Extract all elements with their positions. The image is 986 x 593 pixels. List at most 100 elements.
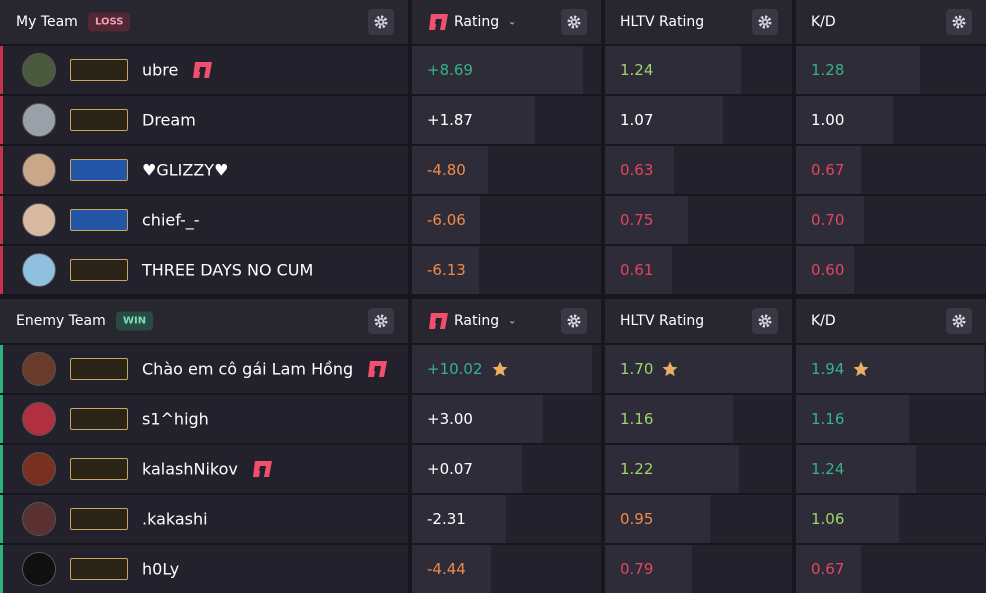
stat-cell: -6.06 [412, 196, 601, 244]
stat-cell: +8.69 [412, 46, 601, 94]
stat-cell: 0.60 [796, 246, 986, 294]
stat-bar [796, 445, 917, 493]
column-header[interactable]: Rating ⌄ [412, 299, 601, 343]
player-name: Dream [142, 110, 196, 130]
stat-value: +8.69 [427, 61, 473, 79]
rank-badge [70, 408, 128, 430]
settings-button[interactable] [561, 308, 587, 334]
stat-value: 1.24 [620, 61, 654, 79]
column-title: K/D [811, 313, 836, 329]
leetify-icon [192, 61, 214, 79]
player-name: Chào em cô gái Lam Hồng [142, 359, 354, 379]
player-cell: ♥GLIZZY♥ [0, 146, 408, 194]
settings-button[interactable] [561, 9, 587, 35]
stat-value: 0.70 [811, 211, 845, 229]
stat-value: 1.70 [620, 360, 654, 378]
stat-bar [796, 246, 855, 294]
settings-button[interactable] [946, 9, 972, 35]
star-icon [661, 360, 679, 378]
player-cell: THREE DAYS NO CUM [0, 246, 408, 294]
stat-bar [796, 46, 921, 94]
stat-cell: 1.16 [605, 395, 792, 443]
player-cell: chief-_- [0, 196, 408, 244]
avatar [22, 103, 56, 137]
stat-cell: 1.07 [605, 96, 792, 144]
column-title: K/D [811, 14, 836, 30]
column-header[interactable]: Rating ⌄ [412, 0, 601, 44]
stat-cell: 1.94 [796, 345, 986, 393]
avatar [22, 352, 56, 386]
stat-bar [605, 96, 723, 144]
sort-arrow: ⌄ [508, 315, 517, 327]
stat-value: -4.44 [427, 560, 466, 578]
avatar [22, 203, 56, 237]
stat-cell: 1.70 [605, 345, 792, 393]
stat-bar [796, 96, 893, 144]
stat-value: 1.16 [811, 410, 845, 428]
stat-bar [605, 246, 673, 294]
leetify-icon [252, 460, 274, 478]
stat-bar [605, 495, 710, 543]
stat-value: 0.61 [620, 261, 654, 279]
column-header: HLTV Rating [605, 299, 792, 343]
stat-value: 0.67 [811, 161, 845, 179]
settings-button[interactable] [752, 308, 778, 334]
stat-value: 0.75 [620, 211, 654, 229]
player-name: THREE DAYS NO CUM [142, 260, 314, 280]
team-label: My Team [16, 14, 78, 30]
stat-value: 0.67 [811, 560, 845, 578]
stat-bar [605, 196, 688, 244]
player-cell: kalashNikov [0, 445, 408, 493]
settings-button[interactable] [752, 9, 778, 35]
player-name: .kakashi [142, 509, 208, 529]
player-name: kalashNikov [142, 459, 238, 479]
stat-bar [796, 146, 861, 194]
stat-bar [605, 345, 792, 393]
stat-cell: +3.00 [412, 395, 601, 443]
player-name: ♥GLIZZY♥ [142, 160, 229, 180]
stat-bar [412, 395, 543, 443]
stat-bar [605, 545, 692, 593]
settings-button[interactable] [368, 9, 394, 35]
stat-cell: 0.75 [605, 196, 792, 244]
team-header: Enemy Team WIN [0, 299, 408, 343]
player-cell: .kakashi [0, 495, 408, 543]
player-name: chief-_- [142, 210, 200, 230]
stat-value: 1.07 [620, 111, 654, 129]
stat-cell: 1.00 [796, 96, 986, 144]
rank-badge [70, 109, 128, 131]
player-cell: ubre [0, 46, 408, 94]
column-title: HLTV Rating [620, 14, 705, 30]
rank-badge [70, 259, 128, 281]
settings-button[interactable] [946, 308, 972, 334]
stat-value: +1.87 [427, 111, 473, 129]
stat-cell: 0.67 [796, 545, 986, 593]
stat-cell: 0.61 [605, 246, 792, 294]
stat-value: +3.00 [427, 410, 473, 428]
player-cell: Dream [0, 96, 408, 144]
stat-bar [412, 545, 491, 593]
stat-bar [412, 495, 506, 543]
stat-value: -4.80 [427, 161, 466, 179]
avatar [22, 53, 56, 87]
avatar [22, 552, 56, 586]
team-header: My Team LOSS [0, 0, 408, 44]
sort-arrow: ⌄ [508, 16, 517, 28]
rank-badge [70, 159, 128, 181]
stat-cell: -2.31 [412, 495, 601, 543]
stat-bar [605, 46, 742, 94]
player-cell: Chào em cô gái Lam Hồng [0, 345, 408, 393]
stat-cell: +10.02 [412, 345, 601, 393]
stat-value: 0.60 [811, 261, 845, 279]
stat-cell: 1.16 [796, 395, 986, 443]
stat-cell: 0.95 [605, 495, 792, 543]
stat-value: 1.22 [620, 460, 654, 478]
settings-button[interactable] [368, 308, 394, 334]
column-header: K/D [796, 0, 986, 44]
stat-value: 1.28 [811, 61, 845, 79]
stat-bar [796, 345, 985, 393]
stat-value: +10.02 [427, 360, 483, 378]
stat-cell: 1.24 [605, 46, 792, 94]
stat-bar [605, 146, 675, 194]
stat-value: 1.06 [811, 510, 845, 528]
